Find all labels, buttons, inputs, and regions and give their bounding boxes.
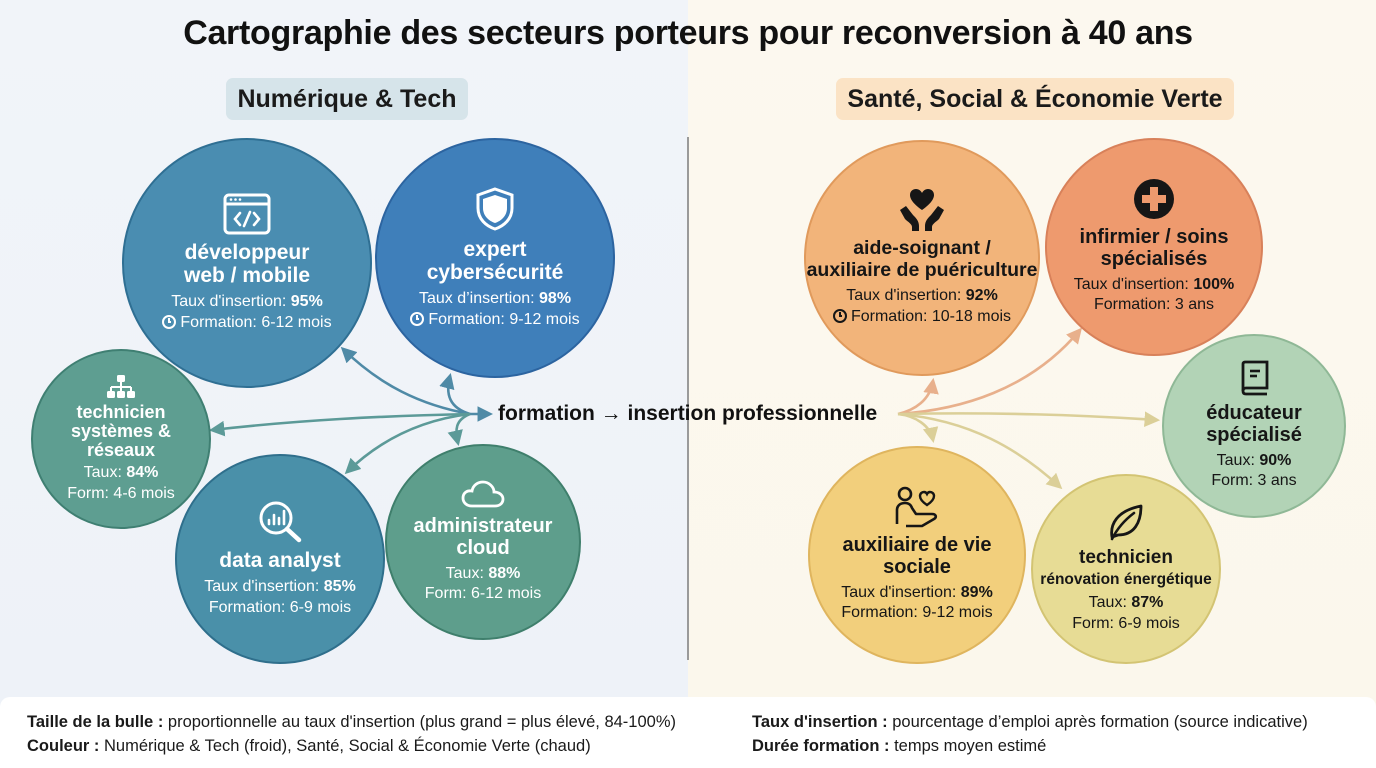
caring-hands-heart-icon <box>900 189 944 232</box>
legend-size: Taille de la bulle : proportionnelle au … <box>27 713 676 731</box>
bubble-developpeur-web[interactable]: développeur web / mobile Taux d'insertion… <box>122 138 372 388</box>
insertion-rate: Taux d’insertion: 98% <box>418 289 572 307</box>
bubble-infirmier[interactable]: infirmier / soins spécialisés Taux d'inse… <box>1045 138 1263 356</box>
bubble-technicien-renovation[interactable]: technicien rénovation énergétique Taux: 8… <box>1031 474 1221 664</box>
person-heart-hand-icon <box>895 486 938 528</box>
insertion-rate: Taux: 88% <box>445 564 521 582</box>
legend-column-right: Taux d'insertion : pourcentage d’emploi … <box>752 710 1308 758</box>
legend-color: Couleur : Numérique & Tech (froid), Sant… <box>27 737 591 755</box>
bubble-auxiliaire-vie-sociale[interactable]: auxiliaire de vie sociale Taux d'insertio… <box>808 446 1026 664</box>
insertion-rate: Taux d'insertion: 89% <box>841 583 993 601</box>
bubble-title: développeur web / mobile <box>183 240 311 288</box>
training-duration: Formation: 10-18 mois <box>832 307 1011 328</box>
legend-panel: Taille de la bulle : proportionnelle au … <box>0 697 1376 768</box>
bubble-title: auxiliaire de vie sociale <box>842 533 992 579</box>
insertion-rate: Taux: 87% <box>1088 594 1164 612</box>
medical-cross-icon <box>1134 178 1174 219</box>
training-duration: Formation: 9-12 mois <box>410 310 580 331</box>
insertion-rate: Taux: 90% <box>1216 451 1292 469</box>
legend-rate: Taux d'insertion : pourcentage d’emploi … <box>752 713 1308 731</box>
bubble-title: infirmier / soins spécialisés <box>1079 225 1229 271</box>
bubble-aide-soignant[interactable]: aide-soignant / auxiliaire de puéricultur… <box>804 140 1040 376</box>
analytics-magnifier-icon <box>259 501 302 543</box>
training-duration: Form: 6-9 mois <box>1072 615 1180 633</box>
insertion-rate: Taux d'insertion: 85% <box>204 577 356 595</box>
clock-icon <box>832 308 847 323</box>
training-duration: Formation: 6-9 mois <box>208 598 352 616</box>
training-duration: Form: 3 ans <box>1211 472 1297 490</box>
bubble-educateur-specialise[interactable]: éducateur spécialisé Taux: 90% Form: 3 an… <box>1162 334 1346 518</box>
code-window-icon <box>223 193 271 235</box>
section-label-numerique: Numérique & Tech <box>226 78 468 120</box>
book-icon <box>1241 360 1269 396</box>
insertion-rate: Taux: 84% <box>83 463 159 481</box>
legend-column-left: Taille de la bulle : proportionnelle au … <box>27 710 676 758</box>
bubble-title: aide-soignant / auxiliaire de puéricultur… <box>806 237 1038 282</box>
training-duration: Form: 6-12 mois <box>424 585 542 603</box>
bubble-expert-cybersecurite[interactable]: expert cybersécurité Taux d’insertion: 98… <box>375 138 615 378</box>
legend-duration: Durée formation : temps moyen estimé <box>752 737 1047 755</box>
bubble-title: expert cybersécurité <box>426 237 564 285</box>
clock-icon <box>162 314 177 329</box>
leaf-icon <box>1110 504 1143 541</box>
training-duration: Form: 4-6 mois <box>67 484 175 502</box>
clock-icon <box>410 311 425 326</box>
bubble-data-analyst[interactable]: data analyst Taux d'insertion: 85% Forma… <box>175 454 385 664</box>
training-duration: Formation: 6-12 mois <box>162 313 332 334</box>
section-divider <box>687 137 689 660</box>
cloud-icon <box>461 480 505 508</box>
section-label-sante: Santé, Social & Économie Verte <box>836 78 1234 120</box>
training-duration: Formation: 3 ans <box>1093 296 1215 314</box>
bubble-title: data analyst <box>219 549 341 573</box>
insertion-rate: Taux d'insertion: 95% <box>171 292 323 310</box>
bubble-title: administrateur cloud <box>413 514 553 560</box>
insertion-rate: Taux d'insertion: 92% <box>846 287 998 305</box>
bubble-technicien-systemes-reseaux[interactable]: technicien systèmes & réseaux Taux: 84% Fo… <box>31 349 211 529</box>
page-title: Cartographie des secteurs porteurs pour … <box>183 14 1193 52</box>
bubble-title: technicien rénovation énergétique <box>1040 546 1212 589</box>
bubble-title: technicien systèmes & réseaux <box>70 401 172 461</box>
network-icon <box>107 374 135 398</box>
flow-label: formation → insertion professionnelle <box>498 402 878 425</box>
training-duration: Formation: 9-12 mois <box>841 604 993 622</box>
bubble-administrateur-cloud[interactable]: administrateur cloud Taux: 88% Form: 6-12… <box>385 444 581 640</box>
insertion-rate: Taux d'insertion: 100% <box>1073 275 1235 293</box>
shield-icon <box>476 187 514 231</box>
bubble-title: éducateur spécialisé <box>1206 401 1302 447</box>
